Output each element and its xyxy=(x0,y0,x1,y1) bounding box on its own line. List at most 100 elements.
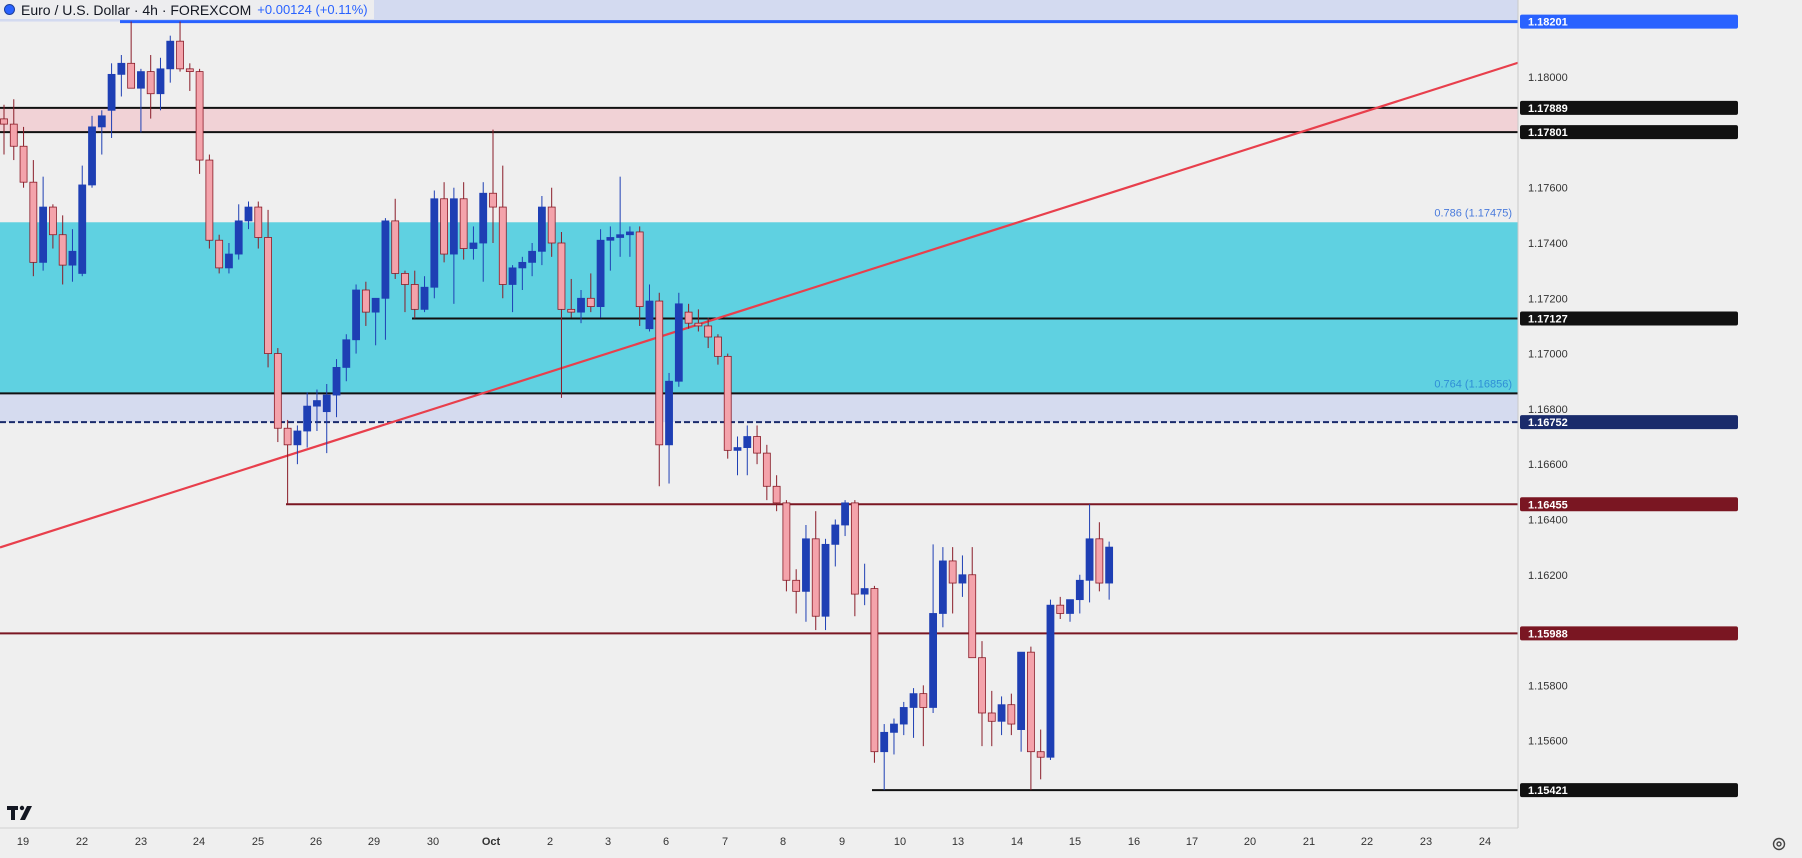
symbol-title[interactable]: Euro / U.S. Dollar · 4h · FOREXCOM xyxy=(21,1,252,18)
price-tick: 1.18000 xyxy=(1528,72,1568,84)
candle-body xyxy=(68,250,77,266)
candle xyxy=(1105,541,1114,600)
symbol-status-icon xyxy=(4,4,15,15)
candle xyxy=(39,176,48,271)
candle xyxy=(850,500,859,617)
time-tick: 30 xyxy=(427,836,439,848)
candle-body xyxy=(616,234,625,238)
time-tick: 3 xyxy=(605,836,611,848)
candle xyxy=(567,278,576,318)
candle-body xyxy=(1046,604,1055,758)
candle-body xyxy=(802,538,810,592)
candle-body xyxy=(459,198,468,249)
candle-body xyxy=(860,588,869,595)
candle-body xyxy=(538,206,546,252)
candle-body xyxy=(107,73,116,111)
candle-body xyxy=(322,394,331,413)
candle xyxy=(498,165,507,299)
candle xyxy=(117,55,126,97)
candle-body xyxy=(1066,599,1074,614)
candle-body xyxy=(577,297,585,313)
candle xyxy=(176,21,184,72)
time-tick: 8 xyxy=(780,836,786,848)
candle-body xyxy=(156,68,165,95)
fib-label: 0.764 (1.16856) xyxy=(1434,378,1512,390)
candle xyxy=(29,160,38,277)
candle xyxy=(264,209,272,368)
candle xyxy=(1085,504,1094,603)
candle xyxy=(655,292,664,487)
candle-body xyxy=(342,339,351,368)
time-tick: 13 xyxy=(952,836,964,848)
candle xyxy=(19,126,28,188)
candle xyxy=(694,309,703,332)
candle-body xyxy=(489,192,497,208)
candle xyxy=(205,154,214,249)
candle-body xyxy=(283,427,292,446)
candle-body xyxy=(1027,651,1035,753)
candle xyxy=(674,292,683,387)
candle-body xyxy=(948,560,957,584)
candle-body xyxy=(303,405,312,432)
candle-body xyxy=(1007,704,1016,725)
candle xyxy=(518,256,527,291)
candle-body xyxy=(1056,604,1065,614)
candle-body xyxy=(254,206,263,238)
candle xyxy=(88,115,96,188)
candle xyxy=(577,290,585,324)
level-badge: 1.17801 xyxy=(1520,125,1738,140)
candle xyxy=(449,187,458,304)
candle-body xyxy=(723,355,732,451)
candle-body xyxy=(596,239,605,307)
price-tick: 1.15600 xyxy=(1528,736,1568,748)
candle xyxy=(586,273,595,313)
candle xyxy=(978,641,986,747)
zone-0 xyxy=(0,0,1518,22)
candle-body xyxy=(850,502,859,595)
time-tick: 2 xyxy=(547,836,553,848)
candle-body xyxy=(352,289,360,341)
fib-label: 0.786 (1.17475) xyxy=(1434,207,1512,219)
candle-body xyxy=(831,524,840,545)
candle xyxy=(469,226,478,260)
candle xyxy=(381,218,390,340)
candle-body xyxy=(880,731,889,753)
candle-body xyxy=(205,159,214,241)
candle-body xyxy=(430,198,439,288)
candle xyxy=(156,57,165,111)
candle xyxy=(1046,599,1055,760)
candle-body xyxy=(0,118,8,125)
candle-body xyxy=(88,126,96,186)
candle-body xyxy=(821,543,830,617)
candle xyxy=(596,229,605,318)
time-tick: 6 xyxy=(663,836,669,848)
zone-2 xyxy=(0,222,1518,394)
candle-body xyxy=(557,242,566,310)
candle xyxy=(831,519,840,567)
candle xyxy=(479,182,488,282)
candle xyxy=(9,99,18,161)
candle-body xyxy=(9,123,18,147)
candle-body xyxy=(244,206,253,222)
candle-body xyxy=(1095,538,1104,584)
candle xyxy=(1017,651,1026,752)
time-tick: 24 xyxy=(193,836,205,848)
candle xyxy=(753,425,761,465)
candle xyxy=(762,444,771,501)
candle xyxy=(880,724,889,791)
level-badge-bg xyxy=(1520,415,1738,430)
candle-body xyxy=(890,723,898,733)
settings-gear-icon[interactable] xyxy=(1771,836,1787,852)
candle xyxy=(401,270,409,313)
tradingview-logo-icon[interactable] xyxy=(6,802,36,822)
time-tick: 19 xyxy=(17,836,29,848)
candle-body xyxy=(58,234,67,266)
time-tick: 20 xyxy=(1244,836,1256,848)
price-tick: 1.17600 xyxy=(1528,183,1568,195)
candle-body xyxy=(234,220,243,255)
candle xyxy=(714,334,722,365)
price-tick: 1.15800 xyxy=(1528,680,1568,692)
price-tick: 1.16800 xyxy=(1528,404,1568,416)
level-badge-label: 1.16455 xyxy=(1528,499,1568,511)
